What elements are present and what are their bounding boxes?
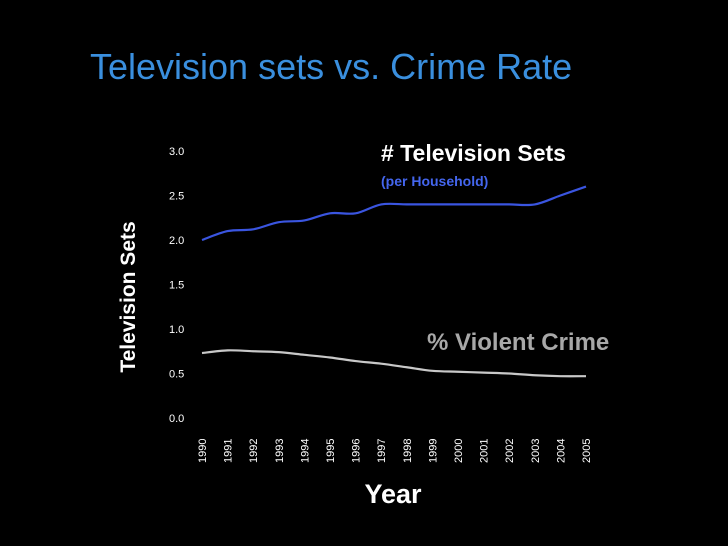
x-tick-label: 2003 xyxy=(530,439,542,463)
violent-crime-series-line xyxy=(201,349,587,378)
legend-violent-crime: % Violent Crime xyxy=(427,329,609,356)
x-tick-label: 1995 xyxy=(325,439,337,463)
x-tick-label: 1993 xyxy=(274,439,286,463)
x-tick-label: 2004 xyxy=(555,439,567,463)
x-tick-label: 1992 xyxy=(248,439,260,463)
y-tick-label: 2.5 xyxy=(169,191,184,203)
x-tick-label: 2001 xyxy=(479,439,491,463)
x-tick-label: 1996 xyxy=(351,439,363,463)
x-tick-label: 1999 xyxy=(427,439,439,463)
x-tick-label: 2000 xyxy=(453,439,465,463)
x-tick-label: 2005 xyxy=(581,439,593,463)
y-tick-label: 2.0 xyxy=(169,235,184,247)
x-tick-label: 1994 xyxy=(299,439,311,463)
legend-tv-sets-subtitle: (per Household) xyxy=(381,173,488,189)
y-tick-label: 1.0 xyxy=(169,324,184,336)
x-axis-ticks: 1990 1991 1992 1993 1994 1995 1996 1997 1998 1999… xyxy=(197,439,593,463)
x-tick-label: 1998 xyxy=(402,439,414,463)
chart-title: Television sets vs. Crime Rate xyxy=(90,46,573,87)
x-tick-label: 2002 xyxy=(504,439,516,463)
tv-sets-series-line xyxy=(201,185,587,242)
y-tick-label: 3.0 xyxy=(169,146,184,158)
y-tick-label: 0.5 xyxy=(169,369,184,381)
y-tick-label: 1.5 xyxy=(169,280,184,292)
x-tick-label: 1990 xyxy=(197,439,209,463)
y-tick-label: 0.0 xyxy=(169,413,184,425)
x-axis-label: Year xyxy=(364,479,422,509)
y-axis-label: Television Sets xyxy=(117,221,140,372)
series-lines xyxy=(201,185,587,378)
legend-tv-sets: # Television Sets xyxy=(381,140,566,166)
y-axis-ticks: 0.0 0.5 1.0 1.5 2.0 2.5 3.0 xyxy=(169,146,184,425)
x-tick-label: 1997 xyxy=(376,439,388,463)
x-tick-label: 1991 xyxy=(223,439,235,463)
